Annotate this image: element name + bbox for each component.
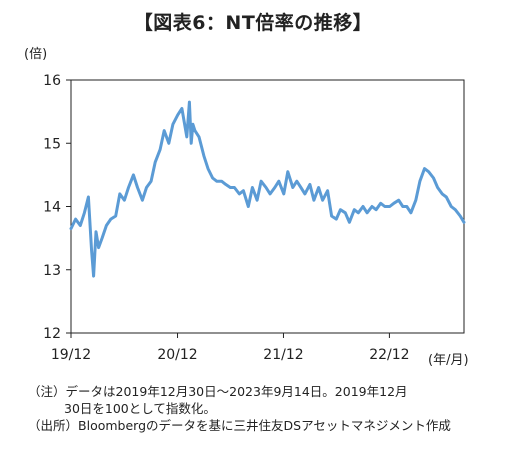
note-tag: （注）	[28, 384, 66, 399]
footnotes: （注） データは2019年12月30日～2023年9月14日。2019年12月 …	[28, 383, 498, 434]
nt-ratio-line	[69, 100, 466, 278]
x-axis-unit: (年/月)	[428, 353, 469, 368]
note-row: （注） データは2019年12月30日～2023年9月14日。2019年12月	[28, 383, 498, 400]
x-tick-label: 19/12	[51, 347, 91, 363]
x-tick-label: 20/12	[157, 347, 197, 363]
y-axis-unit: (倍)	[24, 47, 47, 62]
y-tick-label: 13	[43, 263, 61, 279]
note-text-line2: 30日を100として指数化。	[64, 401, 216, 416]
source-row: （出所） Bloombergのデータを基に三井住友DSアセットマネジメント作成	[28, 417, 498, 434]
y-tick-label: 15	[43, 136, 61, 152]
y-tick-label: 16	[43, 73, 61, 89]
y-tick-label: 14	[43, 200, 61, 216]
chart-title: 【図表6：NT倍率の推移】	[133, 12, 373, 34]
note-text-line1: データは2019年12月30日～2023年9月14日。2019年12月	[65, 384, 408, 399]
x-tick-label: 21/12	[263, 347, 303, 363]
y-tick-label: 12	[43, 326, 61, 342]
source-text: Bloombergのデータを基に三井住友DSアセットマネジメント作成	[78, 418, 451, 433]
nt-ratio-chart: (倍) (年/月) 12 13 14 15 16 19/12 20/12 21/12 22/1…	[24, 47, 469, 368]
x-tick-label: 22/12	[369, 347, 409, 363]
source-tag: （出所）	[28, 418, 79, 433]
